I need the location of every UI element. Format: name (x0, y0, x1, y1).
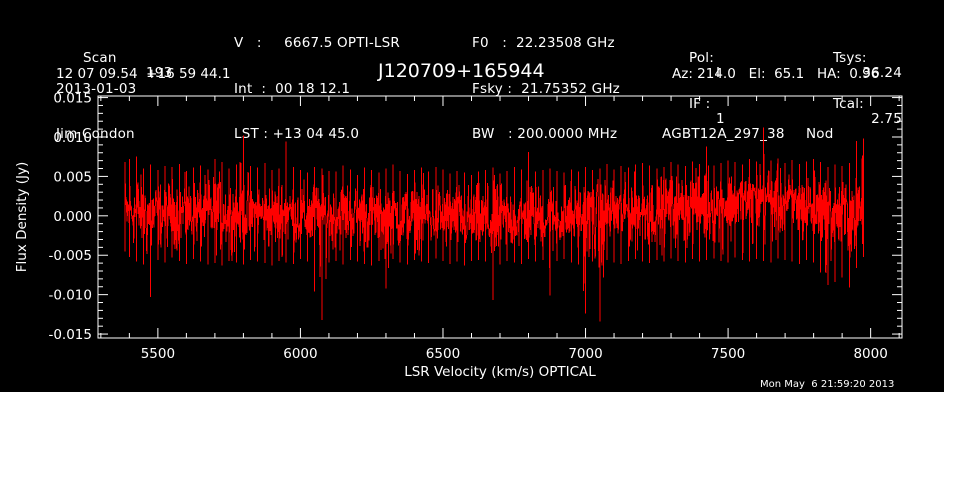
frequency-info-block: F0 : 22.23508 GHz Fsky : 21.75352 GHz BW… (472, 6, 642, 173)
pol-value: I (716, 65, 721, 81)
y-tick-label: 0.000 (53, 209, 92, 225)
y-tick-label: 0.005 (53, 169, 92, 185)
if-label: IF : (688, 95, 711, 112)
plot-panel: Scan 193 2013-01-03 Jim Condon V : 6667.… (0, 0, 944, 392)
tcal-value: 2.75 (871, 110, 902, 127)
x-tick-label: 7500 (711, 346, 745, 362)
procedure-name: Nod (806, 126, 834, 142)
scan-label: Scan (82, 50, 117, 66)
scan-info-block: Scan 193 2013-01-03 Jim Condon (56, 6, 176, 173)
velocity-line: V : 6667.5 OPTI-LSR (234, 35, 400, 51)
source-coordinates: 12 07 09.54 +16 59 44.1 (56, 66, 231, 82)
az-el-ha-line: Az: 214.0 El: 65.1 HA: 0.96 (672, 66, 880, 82)
y-tick-label: -0.015 (48, 327, 92, 343)
if-value: 1 (716, 110, 725, 127)
pol-label: Pol: (688, 50, 714, 66)
y-tick-label: 0.015 (53, 91, 92, 107)
system-temp-block: Tsys: 36.24 Tcal: 2.75 Nod (806, 6, 902, 173)
observation-date: 2013-01-03 (56, 80, 137, 97)
y-axis-label: Flux Density (Jy) (14, 162, 30, 272)
bandwidth-line: BW : 200.0000 MHz (472, 126, 618, 142)
scan-number: 193 (146, 65, 173, 81)
x-tick-label: 6500 (426, 346, 460, 362)
project-id: AGBT12A_297_38 (662, 126, 785, 142)
source-name: J120709+165944 (378, 60, 545, 82)
x-tick-label: 5500 (141, 346, 175, 362)
spectrum-chart: 5500 6000 6500 7000 7500 8000 -0.015 -0.010 -0.0… (14, 91, 903, 380)
integration-line: Int : 00 18 12.1 (234, 80, 351, 97)
x-tick-label: 6000 (283, 346, 317, 362)
plot-timestamp: Mon May 6 21:59:20 2013 (760, 379, 895, 390)
tsys-value: 36.24 (862, 65, 902, 81)
observer-name: Jim Condon (56, 126, 135, 142)
lst-line: LST : +13 04 45.0 (234, 126, 360, 142)
polarization-info-block: Pol: I IF : 1 AGBT12A_297_38 (662, 6, 802, 173)
velocity-info-block: V : 6667.5 OPTI-LSR Int : 00 18 12.1 LST… (234, 6, 444, 173)
f0-line: F0 : 22.23508 GHz (472, 35, 615, 51)
x-tick-label: 8000 (853, 346, 887, 362)
fsky-line: Fsky : 21.75352 GHz (472, 80, 620, 97)
spectrum-trace (124, 127, 865, 322)
x-tick-label: 7000 (568, 346, 602, 362)
tcal-label: Tcal: (832, 95, 864, 112)
y-tick-label: 0.010 (53, 130, 92, 146)
y-tick-label: -0.010 (48, 288, 92, 304)
tsys-label: Tsys: (832, 50, 867, 66)
x-axis-label: LSR Velocity (km/s) OPTICAL (404, 364, 596, 380)
y-tick-label: -0.005 (48, 248, 92, 264)
